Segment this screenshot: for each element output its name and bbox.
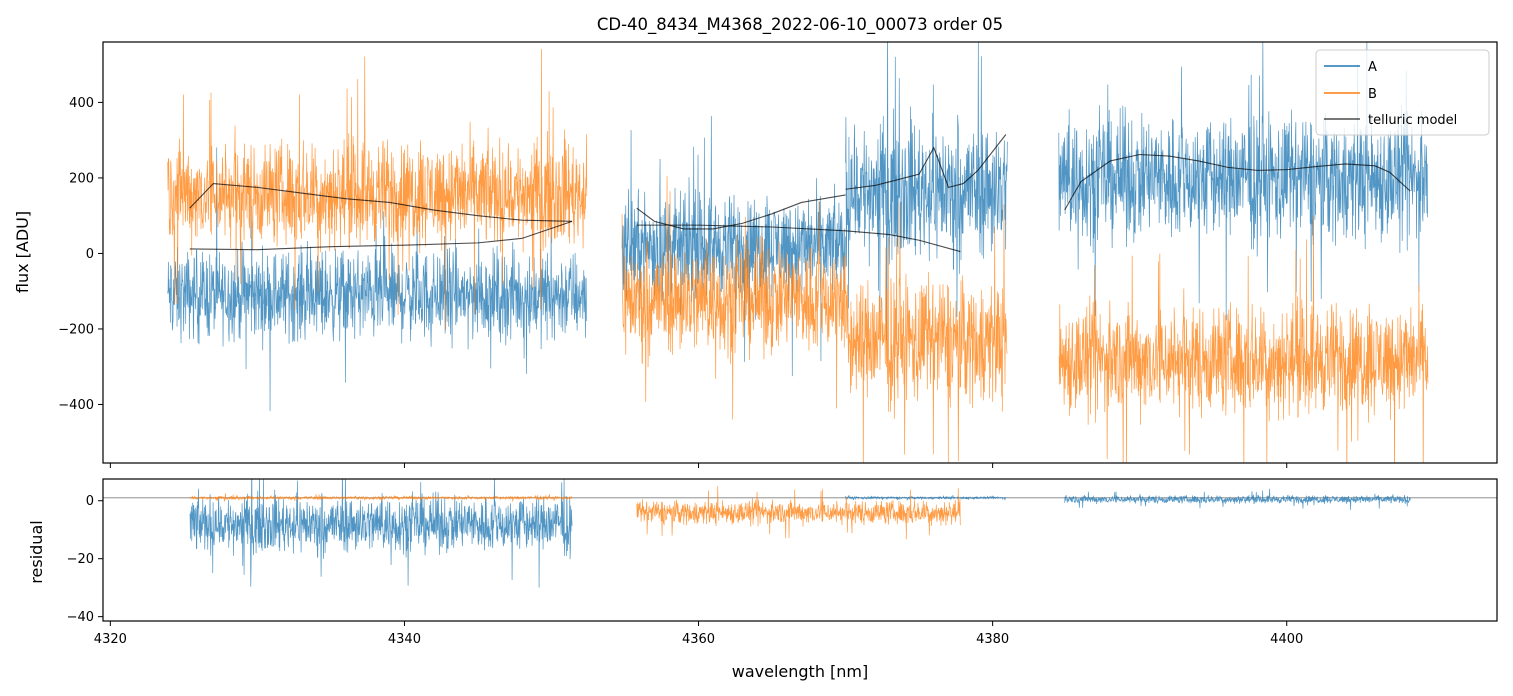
figure-title: CD-40_8434_M4368_2022-06-10_00073 order …	[597, 15, 1003, 35]
x-tick-label: 4400	[1270, 632, 1303, 647]
y-tick-label: −40	[67, 610, 94, 625]
x-tick-label: 4320	[94, 632, 127, 647]
telluric-model-line	[1064, 153, 1411, 211]
series-b-segment	[636, 486, 961, 540]
top-y-ticks: −400 −200 0 200 400	[58, 96, 103, 413]
x-tick-label: 4340	[388, 632, 421, 647]
series-a-segment	[1058, 42, 1429, 321]
top-x-ticks	[109, 463, 1288, 468]
y-tick-label: 400	[69, 96, 94, 111]
y-tick-label: −20	[67, 552, 94, 567]
bottom-plot-area	[103, 479, 1497, 588]
bottom-y-ticks: −40 −20 0	[67, 494, 103, 625]
y-tick-label: 0	[86, 247, 94, 262]
bottom-xlabel: wavelength [nm]	[732, 662, 869, 681]
legend: A B telluric model	[1315, 49, 1490, 136]
series-b-segment	[167, 48, 588, 331]
telluric-model-line	[845, 134, 1007, 190]
telluric-model-line	[189, 220, 573, 251]
y-tick-label: 200	[69, 171, 94, 186]
legend-label-b: B	[1368, 87, 1377, 102]
telluric-model-line	[636, 224, 961, 253]
series-a-segment	[1064, 488, 1411, 510]
series-a-segment	[621, 116, 846, 377]
telluric-model-line	[189, 183, 573, 222]
x-tick-label: 4360	[682, 632, 715, 647]
series-b-segment	[845, 202, 1008, 463]
top-ylabel: flux [ADU]	[13, 211, 32, 293]
legend-label-model: telluric model	[1368, 113, 1457, 128]
top-panel: −400 −200 0 200 400 flux [ADU] A B telluric …	[13, 41, 1498, 468]
y-tick-label: 0	[86, 494, 94, 509]
bottom-panel: −40 −20 0 4320 4340 4360 4380 4400 residual wa…	[27, 478, 1498, 681]
bottom-ylabel: residual	[27, 520, 46, 583]
series-b-segment	[189, 493, 573, 502]
series-a-segment	[845, 42, 1008, 341]
top-axes-frame	[102, 41, 1498, 464]
series-a-segment	[845, 495, 1007, 501]
legend-box	[1315, 49, 1490, 136]
legend-label-a: A	[1368, 60, 1377, 75]
series-a-segment	[189, 479, 573, 588]
bottom-axes-frame	[102, 478, 1498, 622]
series-b-segment	[1058, 215, 1429, 463]
y-tick-label: −400	[58, 398, 94, 413]
series-b-segment	[621, 176, 846, 420]
y-tick-label: −200	[58, 322, 94, 337]
top-plot-area	[167, 42, 1429, 463]
bottom-x-ticks: 4320 4340 4360 4380 4400	[94, 621, 1303, 647]
x-tick-label: 4380	[976, 632, 1009, 647]
series-a-segment	[167, 147, 588, 412]
